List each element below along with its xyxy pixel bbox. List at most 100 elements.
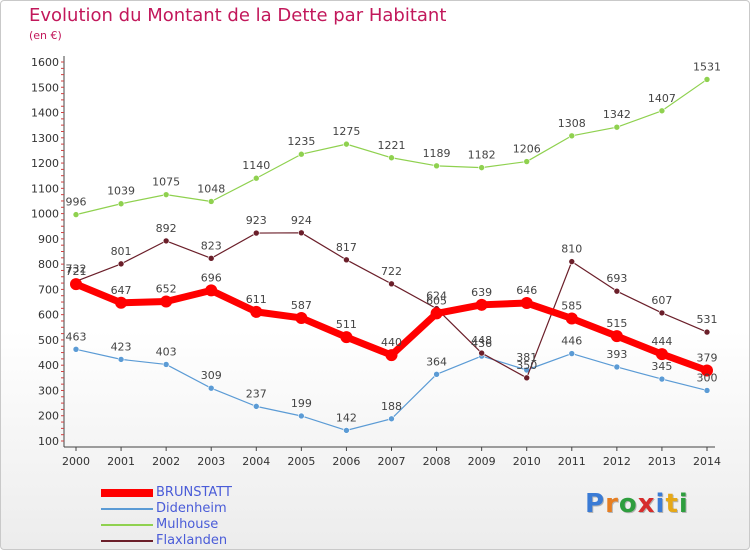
data-label: 996 — [66, 196, 87, 209]
data-point — [388, 415, 395, 423]
data-label: 1140 — [242, 159, 270, 172]
data-point — [205, 284, 218, 297]
data-label: 379 — [697, 352, 718, 365]
x-tick-label: 2007 — [378, 455, 406, 468]
data-label: 1342 — [603, 108, 631, 121]
data-point — [703, 76, 711, 83]
y-tick-label: 1300 — [31, 132, 59, 145]
legend-label: BRUNSTATT — [156, 485, 232, 500]
data-point — [385, 349, 398, 362]
data-label: 436 — [471, 337, 492, 350]
logo-letter: t — [665, 489, 679, 519]
data-point — [250, 305, 263, 318]
data-label: 1189 — [423, 147, 451, 160]
y-tick-label: 1200 — [31, 157, 59, 170]
y-tick-label: 500 — [38, 334, 59, 347]
y-tick-label: 600 — [38, 309, 59, 322]
x-tick-label: 2002 — [152, 455, 180, 468]
data-label: 924 — [291, 214, 312, 227]
proxiti-logo: Proxiti — [585, 489, 689, 519]
data-point — [162, 361, 170, 368]
data-label: 624 — [426, 290, 447, 303]
x-tick-label: 2008 — [423, 455, 451, 468]
data-label: 444 — [651, 335, 672, 348]
data-point — [343, 256, 350, 264]
data-point — [520, 297, 533, 310]
data-point — [703, 328, 711, 336]
y-tick-label: 100 — [38, 435, 59, 448]
x-tick-label: 2001 — [107, 455, 135, 468]
data-label: 364 — [426, 355, 447, 368]
data-label: 1308 — [558, 117, 586, 130]
data-point — [523, 158, 531, 165]
data-point — [298, 412, 305, 420]
data-point — [117, 356, 125, 363]
chart-title: Evolution du Montant de la Dette par Hab… — [29, 5, 447, 26]
data-label: 646 — [516, 284, 537, 297]
data-label: 446 — [561, 335, 582, 348]
legend-item-didenheim: Didenheim — [101, 501, 321, 517]
data-point — [162, 191, 170, 198]
data-point — [433, 370, 440, 378]
x-tick-label: 2006 — [332, 455, 360, 468]
legend-item-flaxlanden: Flaxlanden — [101, 533, 321, 549]
data-point — [613, 287, 621, 295]
data-point — [207, 255, 215, 262]
data-point — [433, 162, 440, 170]
data-label: 823 — [201, 239, 222, 252]
y-tick-label: 300 — [38, 384, 59, 397]
data-label: 1182 — [468, 149, 496, 162]
data-point — [207, 198, 215, 205]
data-label: 515 — [606, 317, 627, 330]
data-label: 448 — [471, 334, 492, 347]
data-label: 1048 — [197, 182, 225, 195]
data-point — [72, 211, 80, 218]
data-label: 605 — [426, 294, 447, 307]
logo-letter: x — [637, 489, 656, 519]
data-point — [298, 150, 305, 158]
legend-label: Flaxlanden — [156, 533, 228, 548]
data-label: 531 — [697, 313, 718, 326]
data-label: 810 — [561, 243, 582, 256]
data-point — [117, 200, 125, 208]
data-label: 647 — [111, 284, 132, 297]
y-tick-label: 1500 — [31, 81, 59, 94]
data-label: 199 — [291, 397, 312, 410]
legend-label: Didenheim — [156, 501, 227, 516]
logo-letter: P — [585, 489, 606, 519]
legend: BRUNSTATT Didenheim Mulhouse Flaxlanden — [101, 485, 321, 549]
x-tick-label: 2010 — [513, 455, 541, 468]
data-label: 652 — [156, 283, 177, 296]
data-label: 423 — [111, 340, 132, 353]
y-tick-label: 1400 — [31, 107, 59, 120]
data-label: 403 — [156, 345, 177, 358]
legend-swatch — [101, 508, 153, 510]
data-point — [613, 363, 621, 371]
x-tick-label: 2003 — [197, 455, 225, 468]
data-label: 440 — [381, 336, 402, 349]
data-point — [252, 403, 260, 410]
data-point — [117, 260, 125, 268]
y-tick-label: 900 — [38, 233, 59, 246]
data-point — [162, 237, 170, 245]
x-tick-label: 2013 — [648, 455, 676, 468]
data-label: 350 — [516, 359, 537, 372]
data-label: 585 — [561, 299, 582, 312]
data-point — [613, 123, 621, 131]
legend-item-mulhouse: Mulhouse — [101, 517, 321, 533]
y-tick-label: 800 — [38, 258, 59, 271]
data-point — [298, 229, 305, 237]
data-point — [478, 164, 485, 171]
data-point — [568, 258, 576, 265]
data-label: 1075 — [152, 176, 180, 189]
data-label: 892 — [156, 222, 177, 235]
data-point — [430, 307, 443, 320]
data-point — [252, 229, 260, 237]
x-tick-label: 2014 — [693, 455, 721, 468]
data-label: 188 — [381, 400, 402, 413]
logo-letter: i — [655, 489, 666, 519]
x-tick-label: 2004 — [242, 455, 270, 468]
data-label: 696 — [201, 271, 222, 284]
logo-letter: o — [618, 489, 638, 519]
data-label: 607 — [651, 294, 672, 307]
